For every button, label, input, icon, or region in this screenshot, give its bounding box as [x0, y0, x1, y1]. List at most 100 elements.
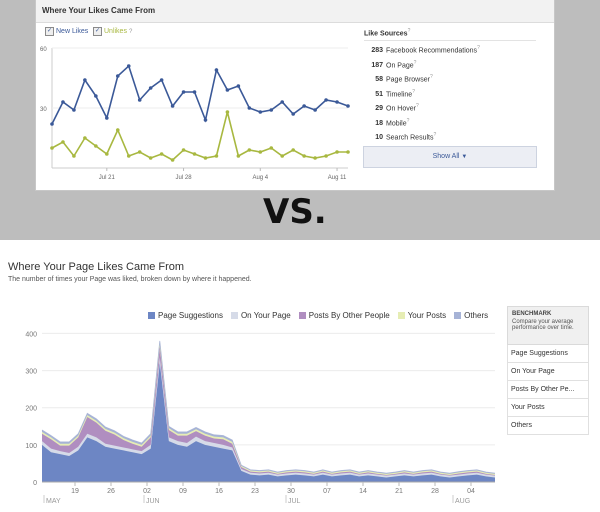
data-point	[72, 108, 76, 112]
help-mark[interactable]: ?	[128, 28, 133, 35]
source-row: 10 Search Results?	[364, 128, 536, 143]
legend-new-likes[interactable]: ✓ New Likes	[45, 27, 88, 36]
y-tick-label: 400	[25, 331, 37, 338]
vs-label: VS.	[263, 192, 327, 232]
source-row: 187 On Page?	[364, 56, 536, 71]
month-label: MAY	[46, 498, 61, 505]
help-mark[interactable]: ?	[433, 132, 437, 138]
likes-line-chart: 30 60 Jul 21 Jul 28 Aug 4 Aug 11	[40, 47, 350, 181]
like-sources-list: 283 Facebook Recommendations? 187 On Page?…	[364, 40, 536, 143]
data-point	[247, 106, 252, 110]
data-point	[170, 158, 175, 162]
legend-swatch	[230, 312, 238, 319]
benchmark-title: BENCHMARK	[512, 311, 552, 317]
data-point	[236, 84, 241, 88]
data-point	[50, 146, 54, 150]
y-tick-label: 60	[40, 47, 47, 53]
y-tick-label: 100	[25, 443, 37, 450]
data-point	[115, 74, 120, 78]
data-point	[324, 98, 328, 102]
area-chart-legend: Page Suggestions On Your Page Posts By O…	[148, 311, 488, 320]
legend-others[interactable]: Others	[454, 311, 488, 320]
data-point	[302, 154, 306, 158]
area-series	[42, 363, 495, 482]
benchmark-item[interactable]: Posts By Other Pe...	[507, 381, 589, 399]
benchmark-item[interactable]: On Your Page	[507, 363, 589, 381]
benchmark-description: Compare your average performance over ti…	[512, 319, 574, 331]
x-tick-label: 30	[287, 488, 295, 495]
benchmark-header: BENCHMARK Compare your average performan…	[507, 306, 589, 345]
x-tick-label: Aug 11	[328, 175, 347, 181]
help-mark[interactable]: ?	[407, 28, 411, 34]
checkbox-icon[interactable]: ✓	[45, 27, 54, 36]
data-point	[72, 154, 76, 158]
source-label: On Hover	[386, 105, 416, 113]
legend-swatch	[454, 312, 462, 319]
data-point	[269, 108, 274, 112]
data-point	[214, 68, 219, 72]
legend-label: Your Posts	[407, 311, 447, 320]
data-point	[94, 94, 98, 98]
legend-posts-by-other-people[interactable]: Posts By Other People	[298, 311, 390, 320]
x-tick-label: 19	[71, 488, 79, 495]
source-label: Search Results	[386, 134, 434, 142]
show-all-button[interactable]: Show All ▼	[363, 146, 537, 168]
data-point	[214, 154, 219, 158]
source-row: 51 Timeline?	[364, 85, 536, 100]
source-count: 187	[371, 61, 383, 69]
area-series-edge	[41, 340, 496, 474]
help-mark[interactable]: ?	[406, 117, 410, 124]
x-tick-label: 02	[143, 488, 151, 495]
source-label: Facebook Recommendations	[386, 47, 478, 55]
top-background: Where Your Likes Came From ✓ New Likes ✓…	[0, 0, 600, 240]
benchmark-item[interactable]: Your Posts	[507, 399, 589, 417]
data-point	[192, 152, 197, 156]
data-point	[181, 90, 186, 94]
legend-unlikes[interactable]: ✓ Unlikes ?	[93, 27, 132, 36]
data-point	[115, 128, 120, 132]
help-mark[interactable]: ?	[477, 45, 480, 51]
data-point	[225, 110, 230, 114]
data-point	[126, 64, 131, 68]
data-point	[83, 78, 87, 82]
checkbox-icon[interactable]: ✓	[93, 27, 102, 36]
legend-page-suggestions[interactable]: Page Suggestions	[148, 311, 223, 320]
old-panel-header: Where Your Likes Came From	[36, 0, 554, 23]
legend-your-posts[interactable]: Your Posts	[397, 311, 447, 320]
show-all-label: Show All	[432, 153, 460, 160]
x-tick-label: 23	[251, 488, 259, 495]
data-point	[61, 100, 65, 104]
benchmark-item[interactable]: Page Suggestions	[507, 345, 589, 363]
help-mark[interactable]: ?	[429, 74, 433, 80]
y-tick-label: 200	[25, 406, 37, 413]
legend-on-your-page[interactable]: On Your Page	[230, 311, 291, 320]
help-mark[interactable]: ?	[413, 59, 417, 66]
x-tick-label: 16	[215, 488, 223, 495]
page-likes-subtitle: The number of times your Page was liked,…	[8, 276, 252, 283]
like-sources-title: Like Sources?	[364, 28, 410, 37]
data-point	[280, 154, 285, 158]
data-point	[159, 152, 164, 156]
source-label: On Page	[386, 61, 414, 69]
like-sources-title-text: Like Sources	[364, 30, 408, 38]
legend-label: Others	[464, 311, 489, 320]
data-point	[335, 150, 339, 154]
x-tick-label: Jul 28	[176, 175, 193, 181]
x-tick-label: Aug 4	[252, 175, 268, 181]
legend-label: On Your Page	[240, 311, 291, 320]
source-label: Mobile	[386, 119, 407, 127]
y-tick-label: 0	[33, 480, 37, 487]
legend-new-likes-label: New Likes	[56, 28, 89, 35]
data-point	[313, 156, 317, 160]
source-count: 283	[371, 47, 383, 55]
data-point	[181, 148, 186, 152]
help-mark[interactable]: ?	[412, 88, 415, 95]
data-point	[94, 144, 98, 148]
data-point	[105, 152, 109, 156]
old-panel-title: Where Your Likes Came From	[42, 6, 156, 15]
benchmark-item[interactable]: Others	[507, 417, 589, 435]
data-point	[203, 156, 208, 160]
help-mark[interactable]: ?	[415, 103, 419, 109]
data-point	[83, 136, 87, 140]
x-tick-label: 09	[179, 488, 187, 495]
